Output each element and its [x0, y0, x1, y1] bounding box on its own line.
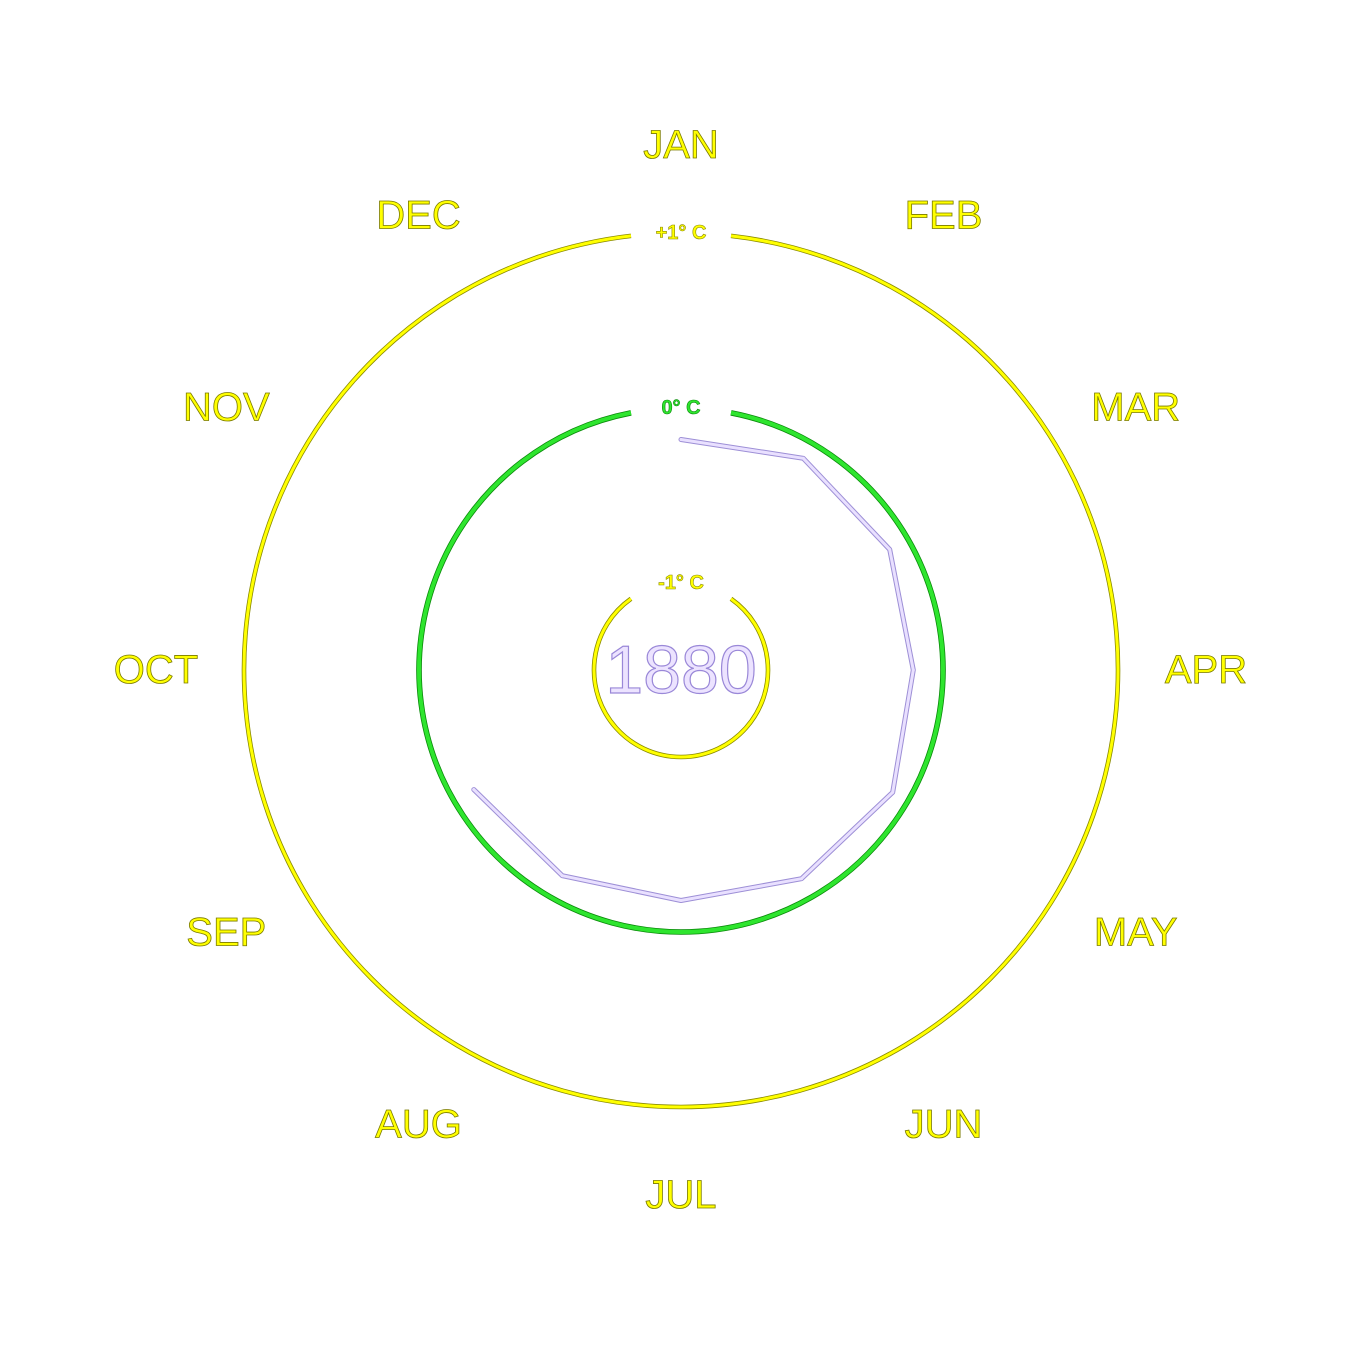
series-point-may — [891, 790, 895, 794]
month-label-mar: MAR — [1091, 386, 1180, 430]
month-labels: JAN FEB MAR APR MAY JUN JUL AUG SEP OCT NOV DEC — [113, 123, 1247, 1218]
month-label-dec: DEC — [376, 193, 460, 237]
series-point-feb — [801, 456, 805, 460]
data-series — [471, 437, 916, 903]
month-label-jan: JAN — [643, 123, 719, 167]
series-point-jun — [800, 877, 803, 881]
month-label-oct: OCT — [114, 648, 198, 692]
series-point-apr — [911, 668, 915, 672]
ring-label-0: -1° C — [658, 572, 704, 594]
month-label-nov: NOV — [183, 386, 270, 430]
ring-0 — [592, 597, 770, 759]
series-point-aug — [560, 874, 564, 878]
year-label: 1880 — [605, 632, 756, 708]
month-label-feb: FEB — [905, 193, 983, 237]
month-label-apr: APR — [1165, 648, 1247, 692]
month-label-sep: SEP — [186, 911, 266, 955]
month-label-aug: AUG — [375, 1103, 462, 1147]
month-label-jul: JUL — [645, 1173, 716, 1217]
ring-label-1: 0° C — [661, 397, 700, 419]
series-point-sep — [472, 788, 476, 792]
ring-label-2: +1° C — [656, 222, 707, 244]
ring-1 — [417, 410, 945, 934]
reference-ring-labels: -1° C 0° C +1° C — [655, 222, 707, 595]
series-point-mar — [888, 548, 892, 551]
series-point-jul — [679, 899, 683, 902]
month-label-jun: JUN — [905, 1103, 983, 1147]
series-point-jan — [679, 438, 683, 441]
month-label-may: MAY — [1094, 911, 1178, 955]
reference-rings — [241, 233, 1121, 1110]
ring-2 — [242, 234, 1120, 1109]
